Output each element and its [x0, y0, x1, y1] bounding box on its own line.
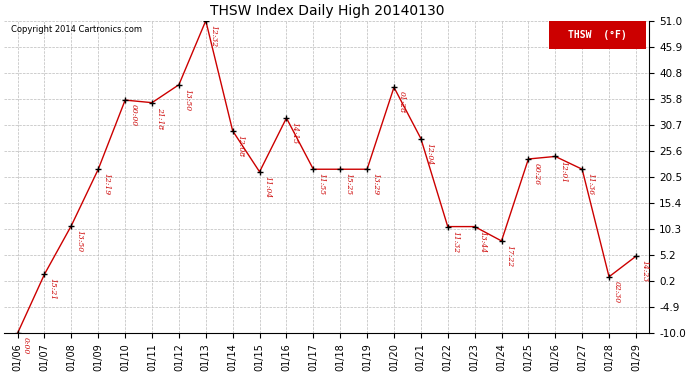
- Text: 01:28: 01:28: [398, 92, 406, 114]
- Text: 11:32: 11:32: [452, 231, 460, 253]
- Text: 13:29: 13:29: [371, 173, 380, 195]
- Text: 02:30: 02:30: [613, 281, 621, 303]
- Text: 13:50: 13:50: [183, 89, 191, 111]
- Text: 0:00: 0:00: [22, 337, 30, 354]
- Text: 12:04: 12:04: [425, 142, 433, 165]
- Text: 15:21: 15:21: [49, 278, 57, 300]
- Text: 13:50: 13:50: [75, 230, 83, 252]
- Text: 00:26: 00:26: [533, 163, 540, 185]
- Title: THSW Index Daily High 20140130: THSW Index Daily High 20140130: [210, 4, 444, 18]
- Text: 12:32: 12:32: [210, 25, 218, 47]
- Text: 14:23: 14:23: [640, 261, 648, 283]
- Text: 17:22: 17:22: [506, 245, 513, 267]
- Text: 12:08: 12:08: [237, 135, 245, 157]
- Text: 11:36: 11:36: [586, 173, 594, 195]
- Text: 12:01: 12:01: [560, 160, 567, 183]
- Text: 00:00: 00:00: [129, 104, 137, 126]
- Text: 14:15: 14:15: [290, 122, 299, 144]
- Text: 11:55: 11:55: [317, 173, 326, 195]
- Text: 21:18: 21:18: [156, 107, 164, 129]
- Text: 15:25: 15:25: [344, 173, 353, 195]
- Text: Copyright 2014 Cartronics.com: Copyright 2014 Cartronics.com: [10, 26, 141, 34]
- Text: 12:19: 12:19: [102, 173, 110, 195]
- Text: 11:04: 11:04: [264, 176, 272, 198]
- Text: 13:44: 13:44: [479, 231, 486, 253]
